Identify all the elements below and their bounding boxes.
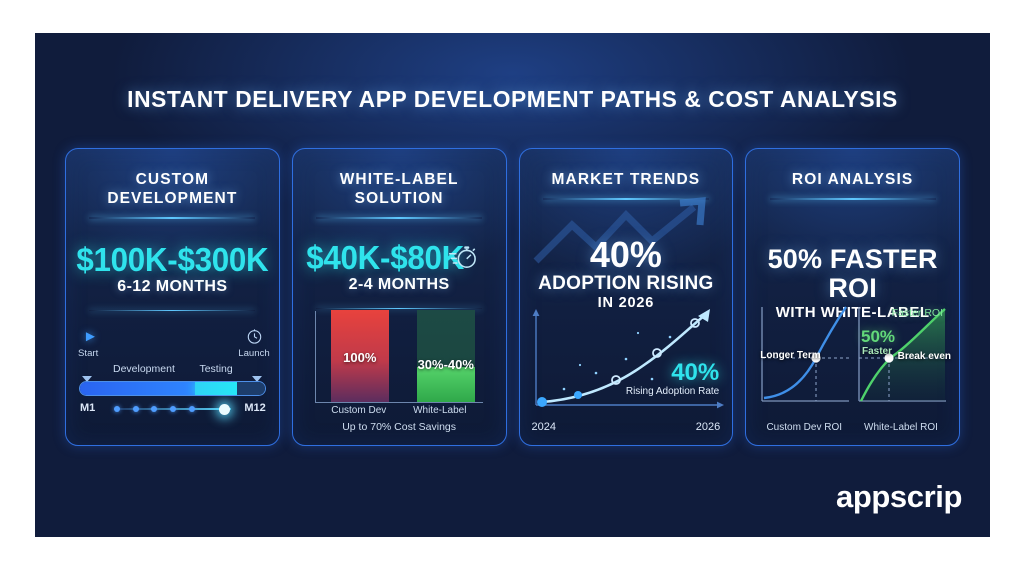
timeline-dot bbox=[114, 406, 120, 412]
card-white-label-solution[interactable]: WHITE-LABEL SOLUTION $40K-$80K bbox=[291, 148, 507, 446]
timeline-start-label: Start bbox=[78, 348, 99, 359]
roi-50-sub: Faster bbox=[862, 346, 893, 357]
timeline-endpoint-labels: Start Launch bbox=[66, 348, 279, 363]
timeline-months: M1 M12 bbox=[66, 401, 279, 417]
roi-headline: 50% FASTER ROI bbox=[767, 244, 938, 303]
card-title: ROI ANALYSIS bbox=[791, 171, 914, 188]
month-start-label: M1 bbox=[80, 402, 96, 414]
duration-label: 6-12 MONTHS bbox=[117, 277, 228, 295]
clock-icon bbox=[246, 328, 263, 345]
timeline-launch-label: Launch bbox=[238, 348, 270, 359]
adoption-rate-value: 40% bbox=[671, 359, 720, 386]
timeline-phase-development: Development bbox=[113, 363, 175, 375]
card-title: WHITE-LABEL SOLUTION bbox=[339, 171, 459, 207]
timeline-dot bbox=[170, 406, 177, 412]
card-divider bbox=[769, 198, 936, 200]
x-label-white-label: White-Label bbox=[413, 405, 467, 416]
caret-down-icon-right bbox=[251, 376, 262, 382]
adoption-line-chart: 40% Rising Adoption Rate 2024 2026 bbox=[520, 307, 733, 435]
card-custom-development[interactable]: CUSTOM DEVELOPMENT $100K-$300K 6-12 MONT… bbox=[65, 148, 280, 446]
x-label-custom-dev: Custom Dev bbox=[331, 405, 387, 416]
bar-chart-axes: 100% 30%-40% bbox=[314, 310, 483, 403]
price-range: $100K-$300K bbox=[76, 240, 269, 278]
roi-caption-custom-dev: Custom Dev ROI bbox=[766, 422, 843, 433]
adoption-value: 40% bbox=[589, 234, 662, 275]
market-trends-hero: 40% ADOPTION RISING IN 2026 bbox=[520, 234, 733, 312]
project-timeline: ► Start Launch bbox=[66, 329, 279, 425]
timeline-icons: ► bbox=[66, 329, 279, 347]
adoption-rate-badge: 40% Rising Adoption Rate bbox=[625, 359, 720, 398]
timeline-dot-current[interactable] bbox=[219, 403, 231, 415]
duration-label: 2-4 MONTHS bbox=[348, 275, 450, 293]
adoption-rate-label: Rising Adoption Rate bbox=[625, 386, 720, 397]
card-divider bbox=[542, 198, 709, 200]
brand-logo: appscrip bbox=[835, 479, 962, 514]
card-divider bbox=[89, 217, 256, 219]
timeline-dot bbox=[188, 406, 195, 412]
bar-chart-x-labels: Custom Dev White-Label bbox=[315, 405, 483, 419]
axis-end-year: 2026 bbox=[695, 421, 721, 433]
stopwatch-icon bbox=[448, 243, 478, 270]
card-divider-2 bbox=[89, 309, 256, 312]
page-title: INSTANT DELIVERY APP DEVELOPMENT PATHS &… bbox=[127, 86, 898, 112]
roi-charts: Longer Term Custom Dev ROI bbox=[746, 301, 959, 433]
axis-start-year: 2024 bbox=[531, 421, 556, 433]
caret-down-icon-left bbox=[82, 376, 92, 382]
cards-row: CUSTOM DEVELOPMENT $100K-$300K 6-12 MONT… bbox=[65, 148, 960, 448]
infographic-panel: INSTANT DELIVERY APP DEVELOPMENT PATHS &… bbox=[35, 33, 990, 537]
roi-faster-tag: Faster ROI bbox=[891, 307, 943, 319]
timeline-dot bbox=[132, 406, 139, 412]
card-divider bbox=[316, 217, 483, 219]
adoption-axis-labels: 2024 2026 bbox=[520, 421, 733, 435]
progress-segment-development bbox=[80, 382, 195, 395]
timeline-dot-track bbox=[114, 403, 231, 415]
bar-value-white-label: 30%-40% bbox=[417, 356, 474, 372]
roi-custom-dev-svg bbox=[761, 306, 850, 402]
adoption-headline: ADOPTION RISING bbox=[538, 273, 714, 294]
trend-arrow-decoration bbox=[533, 197, 706, 264]
roi-subheadline: WITH WHITE-LABEL bbox=[775, 304, 930, 321]
roi-chart-white-label: Faster ROI 50% Faster Break even White-L… bbox=[851, 301, 951, 433]
month-end-label: M12 bbox=[244, 402, 266, 414]
price-range: $40K-$80K bbox=[305, 238, 464, 276]
roi-caption-white-label: White-Label ROI bbox=[864, 422, 938, 433]
bar-value-custom-dev: 100% bbox=[343, 350, 377, 366]
timeline-phase-testing: Testing bbox=[199, 363, 233, 375]
timeline-dot bbox=[151, 406, 158, 412]
roi-50-value: 50% bbox=[861, 327, 896, 346]
card-market-trends[interactable]: MARKET TRENDS 40% ADOPTION RISING IN 202… bbox=[518, 148, 734, 446]
adoption-chart-svg bbox=[532, 309, 724, 409]
roi-longer-term-tag: Longer Term bbox=[760, 350, 821, 361]
play-icon: ► bbox=[83, 328, 98, 345]
card-title: MARKET TRENDS bbox=[551, 171, 701, 188]
adoption-year: IN 2026 bbox=[597, 295, 655, 311]
progress-segment-testing bbox=[194, 382, 238, 395]
roi-hero: 50% FASTER ROI WITH WHITE-LABEL bbox=[746, 244, 959, 322]
card-divider-2 bbox=[316, 307, 483, 310]
progress-segment-remaining bbox=[237, 382, 265, 395]
bar-white-label: 30%-40% bbox=[416, 310, 475, 402]
cost-comparison-chart: 100% 30%-40% Custom Dev White-Label Up t… bbox=[293, 310, 506, 433]
roi-white-label-svg bbox=[858, 307, 946, 402]
timeline-phase-labels: Development Testing bbox=[66, 363, 279, 382]
bar-custom-dev: 100% bbox=[330, 310, 389, 402]
timeline-progress-bar[interactable] bbox=[79, 381, 266, 396]
bar-white-label-fill bbox=[416, 367, 475, 402]
card-roi-analysis[interactable]: ROI ANALYSIS 50% FASTER ROI WITH WHITE-L… bbox=[745, 148, 960, 446]
card-title: CUSTOM DEVELOPMENT bbox=[107, 171, 238, 207]
cost-savings-note: Up to 70% Cost Savings bbox=[342, 421, 457, 433]
roi-chart-custom-dev: Longer Term Custom Dev ROI bbox=[754, 301, 854, 433]
roi-break-even-tag: Break even bbox=[897, 351, 951, 362]
